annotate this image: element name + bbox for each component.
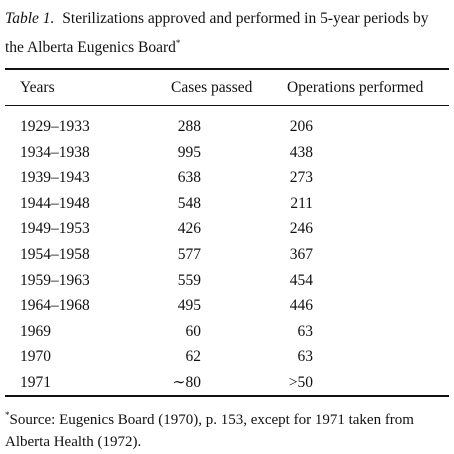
operations-cell: 438 [289,143,313,161]
top-rule [5,68,449,70]
cases-cell: 60 [185,322,202,340]
caption-text: Sterilizations approved and performed in… [5,10,429,56]
footnote-text: Source: Eugenics Board (1970), p. 153, e… [5,412,414,450]
cases-cell: 559 [177,271,201,289]
operations-cell: 63 [297,322,314,340]
year-cell: 1954–1958 [20,246,90,263]
year-cell: 1959–1963 [20,271,90,289]
operations-cell: 454 [289,271,313,289]
caption-marker: * [175,38,181,48]
operations-cell: 206 [289,118,313,135]
operations-cell: 367 [289,246,313,263]
caption-label: Table 1. [5,10,55,27]
operations-cell: 63 [297,348,314,366]
year-cell: 1944–1948 [20,194,90,212]
bottom-rule [5,395,449,397]
cases-cell: 288 [177,118,201,135]
year-cell: 1939–1943 [20,169,90,187]
cases-cell: 495 [177,297,201,315]
operations-cell: 211 [290,194,313,212]
cases-cell: 995 [177,143,201,161]
year-cell: 1949–1953 [20,220,90,238]
year-cell: 1934–1938 [20,143,90,161]
operations-cell: >50 [288,374,313,391]
operations-cell: 273 [289,169,313,187]
header-rule [5,105,449,106]
year-cell: 1929–1933 [20,118,90,135]
footnote: *Source: Eugenics Board (1970), p. 153, … [5,404,451,453]
cases-cell: 62 [185,348,202,366]
footnote-marker: * [5,410,10,420]
operations-cell: 246 [289,220,313,238]
year-cell: 1971 [20,374,51,391]
table-caption: Table 1. Sterilizations approved and per… [5,6,451,60]
operations-cell: 446 [289,297,313,315]
cases-cell: ∼80 [172,374,202,391]
column-header: Operations performed [287,79,424,96]
cases-cell: 577 [177,246,201,263]
column-header: Cases passed [171,79,253,96]
year-cell: 1969 [20,322,51,340]
column-header: Years [20,79,55,96]
cases-cell: 638 [177,169,201,187]
year-cell: 1970 [20,348,51,366]
cases-cell: 426 [177,220,201,238]
cases-cell: 548 [177,194,201,212]
year-cell: 1964–1968 [20,297,90,315]
